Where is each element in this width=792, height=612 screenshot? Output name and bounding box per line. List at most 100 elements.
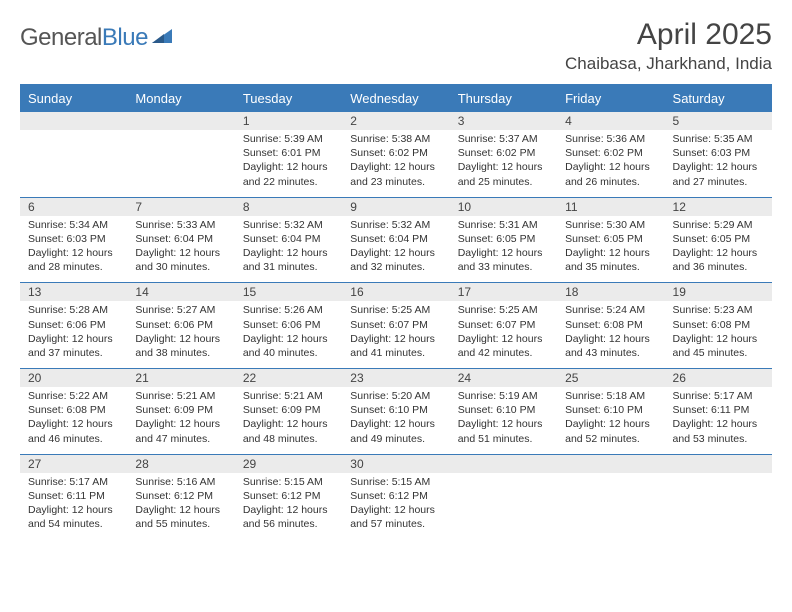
day-number: 14 [135, 285, 148, 299]
day-info-cell [20, 130, 127, 197]
sunset-line: Sunset: 6:06 PM [135, 318, 226, 332]
day-number-cell: 30 [342, 454, 449, 473]
day-number: 28 [135, 457, 148, 471]
sunrise-line: Sunrise: 5:33 AM [135, 218, 226, 232]
weekday-header: Thursday [450, 85, 557, 112]
day-number: 15 [243, 285, 256, 299]
daylight-line: Daylight: 12 hours and 51 minutes. [458, 417, 549, 445]
day-number-cell [127, 112, 234, 131]
weekday-header: Friday [557, 85, 664, 112]
sunrise-line: Sunrise: 5:34 AM [28, 218, 119, 232]
sunrise-line: Sunrise: 5:21 AM [135, 389, 226, 403]
sunset-line: Sunset: 6:11 PM [28, 489, 119, 503]
day-number-cell: 1 [235, 112, 342, 131]
day-number-cell: 10 [450, 197, 557, 216]
day-number: 17 [458, 285, 471, 299]
day-number: 26 [673, 371, 686, 385]
day-info-cell: Sunrise: 5:28 AMSunset: 6:06 PMDaylight:… [20, 301, 127, 368]
daylight-line: Daylight: 12 hours and 49 minutes. [350, 417, 441, 445]
daylight-line: Daylight: 12 hours and 32 minutes. [350, 246, 441, 274]
day-number-cell: 24 [450, 369, 557, 388]
day-number: 29 [243, 457, 256, 471]
sunrise-line: Sunrise: 5:22 AM [28, 389, 119, 403]
logo-word2: Blue [102, 24, 148, 51]
info-row: Sunrise: 5:28 AMSunset: 6:06 PMDaylight:… [20, 301, 772, 368]
day-info-cell [665, 473, 772, 540]
day-info-cell [450, 473, 557, 540]
sunset-line: Sunset: 6:08 PM [565, 318, 656, 332]
day-number: 21 [135, 371, 148, 385]
sunset-line: Sunset: 6:05 PM [565, 232, 656, 246]
daylight-line: Daylight: 12 hours and 33 minutes. [458, 246, 549, 274]
day-number-cell: 28 [127, 454, 234, 473]
day-info-cell: Sunrise: 5:25 AMSunset: 6:07 PMDaylight:… [450, 301, 557, 368]
day-number-cell: 26 [665, 369, 772, 388]
info-row: Sunrise: 5:17 AMSunset: 6:11 PMDaylight:… [20, 473, 772, 540]
day-number-cell: 25 [557, 369, 664, 388]
sunrise-line: Sunrise: 5:17 AM [28, 475, 119, 489]
day-info-cell [127, 130, 234, 197]
day-number: 24 [458, 371, 471, 385]
sunrise-line: Sunrise: 5:29 AM [673, 218, 764, 232]
sunset-line: Sunset: 6:02 PM [350, 146, 441, 160]
daylight-line: Daylight: 12 hours and 40 minutes. [243, 332, 334, 360]
day-number-cell: 6 [20, 197, 127, 216]
sunrise-line: Sunrise: 5:31 AM [458, 218, 549, 232]
day-number-cell: 20 [20, 369, 127, 388]
daynum-row: 20 21 22 23 24 25 26 [20, 369, 772, 388]
day-number: 18 [565, 285, 578, 299]
daynum-row: 6789101112 [20, 197, 772, 216]
day-number-cell: 18 [557, 283, 664, 302]
day-info-cell: Sunrise: 5:27 AMSunset: 6:06 PMDaylight:… [127, 301, 234, 368]
daylight-line: Daylight: 12 hours and 27 minutes. [673, 160, 764, 188]
day-number-cell: 7 [127, 197, 234, 216]
day-info-cell: Sunrise: 5:15 AMSunset: 6:12 PMDaylight:… [342, 473, 449, 540]
sunset-line: Sunset: 6:06 PM [28, 318, 119, 332]
sunset-line: Sunset: 6:09 PM [135, 403, 226, 417]
sunrise-line: Sunrise: 5:23 AM [673, 303, 764, 317]
sunset-line: Sunset: 6:03 PM [28, 232, 119, 246]
weekday-header: Wednesday [342, 85, 449, 112]
day-info-cell: Sunrise: 5:29 AMSunset: 6:05 PMDaylight:… [665, 216, 772, 283]
day-number: 30 [350, 457, 363, 471]
day-info-cell: Sunrise: 5:33 AMSunset: 6:04 PMDaylight:… [127, 216, 234, 283]
day-number-cell: 14 [127, 283, 234, 302]
logo-word1: General [20, 24, 102, 51]
day-number: 11 [565, 200, 577, 214]
day-number: 3 [458, 114, 465, 128]
logo: GeneralBlue [20, 18, 174, 52]
sunrise-line: Sunrise: 5:26 AM [243, 303, 334, 317]
day-number: 2 [350, 114, 357, 128]
day-number: 4 [565, 114, 572, 128]
sunset-line: Sunset: 6:12 PM [135, 489, 226, 503]
daylight-line: Daylight: 12 hours and 38 minutes. [135, 332, 226, 360]
info-row: Sunrise: 5:34 AMSunset: 6:03 PM Daylight:… [20, 216, 772, 283]
title-block: April 2025 Chaibasa, Jharkhand, India [565, 18, 772, 74]
day-number: 6 [28, 200, 35, 214]
sunrise-line: Sunrise: 5:24 AM [565, 303, 656, 317]
day-info-cell: Sunrise: 5:24 AMSunset: 6:08 PMDaylight:… [557, 301, 664, 368]
sunrise-line: Sunrise: 5:15 AM [243, 475, 334, 489]
daylight-line: Daylight: 12 hours and 35 minutes. [565, 246, 656, 274]
sunrise-line: Sunrise: 5:15 AM [350, 475, 441, 489]
triangle-icon [152, 27, 174, 50]
sunset-line: Sunset: 6:10 PM [565, 403, 656, 417]
sunset-line: Sunset: 6:02 PM [458, 146, 549, 160]
location: Chaibasa, Jharkhand, India [565, 54, 772, 74]
sunset-line: Sunset: 6:04 PM [350, 232, 441, 246]
daylight-line: Daylight: 12 hours and 47 minutes. [135, 417, 226, 445]
day-number: 22 [243, 371, 256, 385]
daylight-line: Daylight: 12 hours and 36 minutes. [673, 246, 764, 274]
sunrise-line: Sunrise: 5:27 AM [135, 303, 226, 317]
sunset-line: Sunset: 6:02 PM [565, 146, 656, 160]
daylight-line: Daylight: 12 hours and 48 minutes. [243, 417, 334, 445]
info-row: Sunrise: 5:22 AMSunset: 6:08 PMDaylight:… [20, 387, 772, 454]
day-number: 23 [350, 371, 363, 385]
day-info-cell: Sunrise: 5:37 AMSunset: 6:02 PMDaylight:… [450, 130, 557, 197]
daylight-line: Daylight: 12 hours and 41 minutes. [350, 332, 441, 360]
day-number-cell [450, 454, 557, 473]
month-title: April 2025 [565, 18, 772, 52]
day-number-cell: 8 [235, 197, 342, 216]
day-info-cell: Sunrise: 5:18 AMSunset: 6:10 PMDaylight:… [557, 387, 664, 454]
sunset-line: Sunset: 6:10 PM [458, 403, 549, 417]
